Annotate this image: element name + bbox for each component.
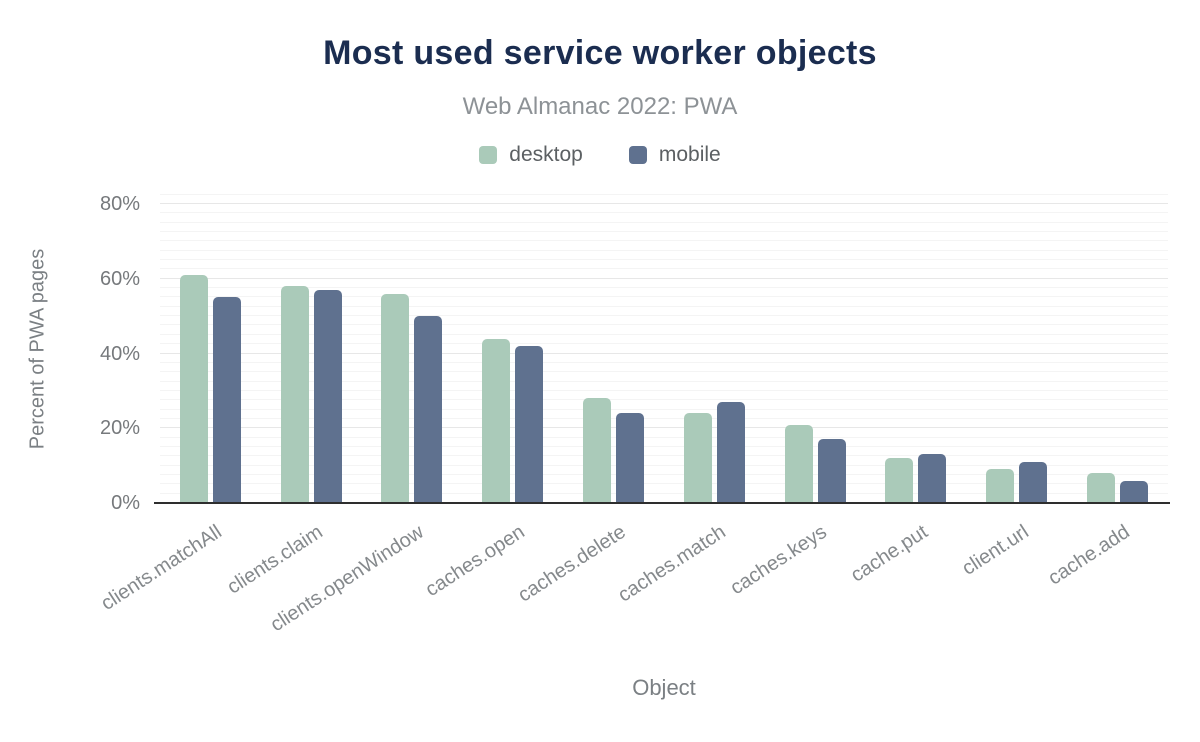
legend-label-mobile: mobile [658, 143, 721, 166]
x-tick-label: caches.match [614, 520, 731, 607]
bar-desktop-client.url[interactable] [986, 469, 1015, 503]
minor-gridline [160, 315, 1168, 317]
x-axis-title: Object [632, 675, 696, 700]
x-tick-label: clients.matchAll [97, 520, 227, 615]
bar-group-client.url [966, 192, 1067, 503]
bar-mobile-clients.matchAll[interactable] [212, 297, 241, 503]
y-tick-label: 80% [99, 193, 140, 215]
bar-mobile-caches.keys[interactable] [817, 439, 846, 503]
bar-group-cache.add [1067, 192, 1168, 503]
bar-group-clients.claim [261, 192, 362, 503]
bar-desktop-clients.matchAll[interactable] [179, 275, 208, 503]
bars [160, 192, 1168, 503]
minor-gridline [160, 399, 1168, 401]
bar-mobile-clients.openWindow[interactable] [414, 316, 443, 503]
bar-desktop-clients.openWindow[interactable] [381, 293, 410, 503]
minor-gridline [160, 371, 1168, 373]
bar-desktop-caches.keys[interactable] [784, 424, 813, 503]
minor-gridline [160, 380, 1168, 382]
minor-gridline [160, 436, 1168, 438]
minor-gridline [160, 212, 1168, 214]
bar-mobile-caches.delete[interactable] [616, 413, 645, 503]
bar-desktop-caches.match[interactable] [683, 413, 712, 503]
chart-title: Most used service worker objects [323, 34, 877, 72]
minor-gridline [160, 221, 1168, 223]
major-gridline [160, 427, 1168, 429]
minor-gridline [160, 333, 1168, 335]
bar-group-clients.openWindow [362, 192, 463, 503]
minor-gridline [160, 324, 1168, 326]
minor-gridline [160, 408, 1168, 410]
bar-group-caches.match [664, 192, 765, 503]
minor-gridline [160, 343, 1168, 345]
minor-gridline [160, 361, 1168, 363]
minor-gridline [160, 455, 1168, 457]
bar-group-cache.put [866, 192, 967, 503]
minor-gridline [160, 473, 1168, 475]
minor-gridline [160, 445, 1168, 447]
plot-area [154, 192, 1170, 504]
minor-gridline [160, 417, 1168, 419]
bar-desktop-caches.delete[interactable] [583, 398, 612, 503]
x-tick-label: caches.keys [726, 520, 831, 600]
x-tick-label: client.url [958, 520, 1033, 580]
minor-gridline [160, 464, 1168, 466]
y-tick-label: 0% [111, 492, 140, 514]
legend-label-desktop: desktop [509, 143, 583, 166]
bar-desktop-caches.open[interactable] [482, 338, 511, 503]
y-tick-label: 40% [99, 342, 140, 365]
minor-gridline [160, 240, 1168, 242]
y-tick-label: 20% [99, 417, 140, 440]
minor-gridline [160, 268, 1168, 270]
minor-gridline [160, 193, 1168, 195]
x-axis-labels: clients.matchAll clients.claim clients.ope… [98, 507, 1168, 657]
bar-mobile-client.url[interactable] [1019, 461, 1048, 503]
chart-subtitle: Web Almanac 2022: PWA [462, 93, 738, 120]
legend-item-desktop[interactable]: desktop [479, 143, 583, 167]
bar-desktop-cache.add[interactable] [1087, 473, 1116, 503]
bar-mobile-cache.add[interactable] [1120, 480, 1149, 503]
minor-gridline [160, 249, 1168, 251]
legend-item-mobile[interactable]: mobile [628, 143, 721, 167]
x-axis-line [154, 502, 1170, 504]
desktop-swatch-icon [479, 146, 498, 164]
x-tick-label: cache.put [846, 520, 932, 587]
bar-group-caches.open [462, 192, 563, 503]
major-gridline [160, 277, 1168, 279]
minor-gridline [160, 483, 1168, 485]
x-tick-label: caches.open [421, 520, 529, 602]
bar-mobile-caches.open[interactable] [515, 346, 544, 503]
legend: desktop mobile [0, 143, 1200, 167]
bar-mobile-caches.match[interactable] [716, 402, 745, 503]
bar-group-caches.delete [563, 192, 664, 503]
minor-gridline [160, 296, 1168, 298]
minor-gridline [160, 305, 1168, 307]
major-gridline [160, 352, 1168, 354]
minor-gridline [160, 231, 1168, 233]
y-axis-ticks: 0% 20% 40% 60% 80% [0, 192, 150, 514]
bar-desktop-clients.claim[interactable] [280, 286, 309, 503]
bar-group-clients.matchAll [160, 192, 261, 503]
bar-mobile-cache.put[interactable] [918, 454, 947, 503]
minor-gridline [160, 259, 1168, 261]
minor-gridline [160, 389, 1168, 391]
major-gridline [160, 203, 1168, 204]
x-tick-label: cache.add [1043, 520, 1134, 590]
bar-mobile-clients.claim[interactable] [313, 289, 342, 503]
bar-desktop-cache.put[interactable] [885, 458, 914, 503]
y-tick-label: 60% [99, 267, 140, 290]
bar-group-caches.keys [765, 192, 866, 503]
x-tick-label: caches.delete [513, 520, 630, 607]
minor-gridline [160, 492, 1168, 494]
mobile-swatch-icon [628, 146, 647, 164]
minor-gridline [160, 287, 1168, 289]
